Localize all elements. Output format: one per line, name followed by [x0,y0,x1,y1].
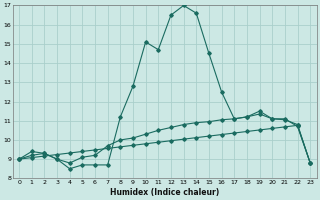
X-axis label: Humidex (Indice chaleur): Humidex (Indice chaleur) [110,188,219,197]
